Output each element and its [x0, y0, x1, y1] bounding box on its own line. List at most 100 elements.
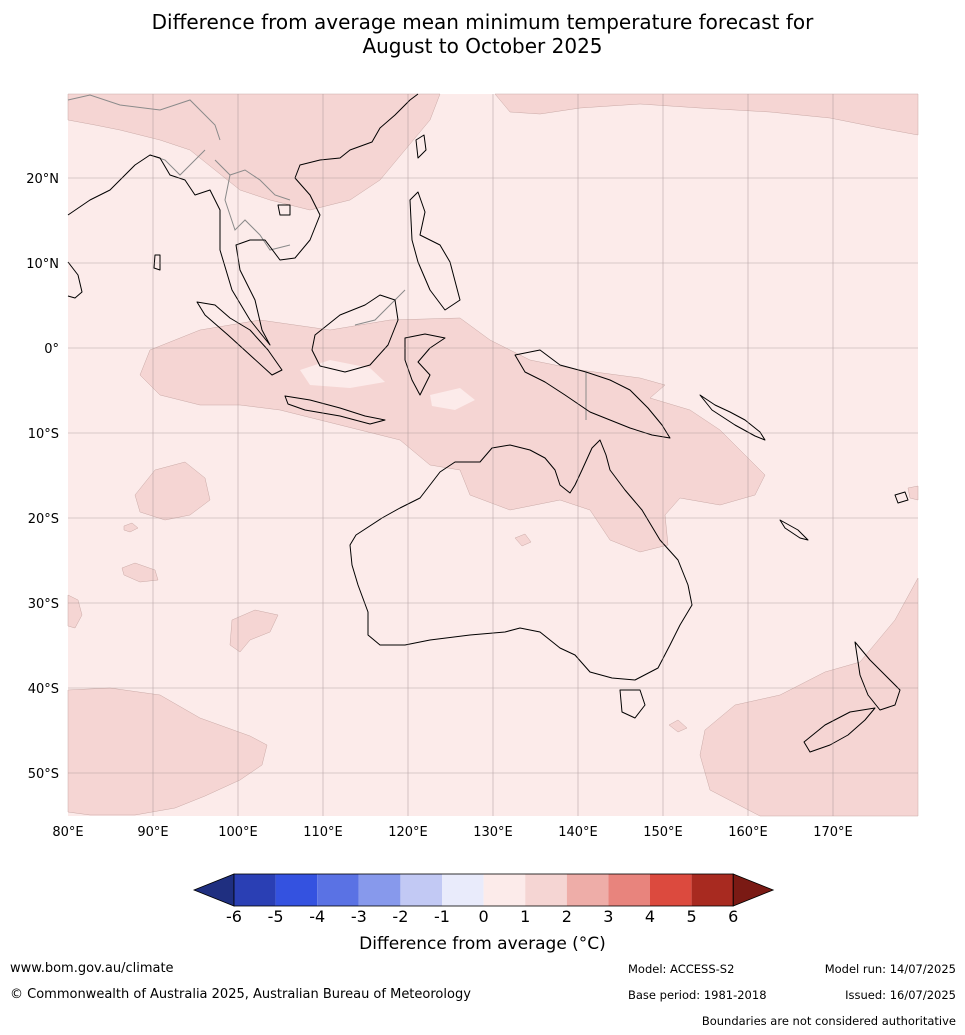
lon-label: 80°E: [52, 825, 83, 840]
colorbar-segment: [358, 874, 401, 906]
colorbar-arrow-high: [732, 873, 775, 907]
lat-label: 20°S: [28, 512, 59, 527]
colorbar-segment: [234, 874, 276, 906]
website-link[interactable]: www.bom.gov.au/climate: [10, 961, 174, 976]
border-indochina-2: [224, 174, 291, 251]
lon-label: 110°E: [303, 825, 343, 840]
lat-label: 30°S: [28, 597, 59, 612]
lon-label: 150°E: [643, 825, 683, 840]
colorbar-tick: 6: [728, 907, 738, 926]
colorbar-tick: 1: [520, 907, 530, 926]
anomaly-region-asia-mainland: [67, 93, 441, 211]
colorbar-tick-labels: -6 -5 -4 -3 -2 -1 0 1 2 3 4 5 6: [226, 907, 738, 926]
near-average-hole-banda-sea: [430, 388, 475, 410]
coast-sulawesi: [404, 333, 446, 396]
coast-hainan: [277, 204, 291, 216]
colorbar-tick: 0: [479, 907, 489, 926]
border-indochina-1: [214, 159, 291, 201]
colorbar-segment: [566, 874, 609, 906]
coast-sri-lanka: [153, 254, 161, 271]
coast-tasmania: [619, 689, 646, 719]
map-title: Difference from average mean minimum tem…: [0, 10, 965, 58]
colorbar-tick: -4: [309, 907, 325, 926]
colorbar-tick: -2: [392, 907, 408, 926]
anomaly-region-north-pacific: [494, 93, 919, 136]
colorbar-tick: 4: [645, 907, 655, 926]
colorbar-segment: [400, 874, 442, 906]
anomaly-region-new-zealand: [699, 577, 919, 817]
longitude-labels: 80°E 90°E 100°E 110°E 120°E 130°E 140°E 150°E 16…: [52, 825, 852, 840]
anomaly-region-indian-ocean-2: [123, 522, 139, 533]
coast-new-zealand-south: [803, 707, 876, 753]
country-borders: [67, 94, 587, 420]
lat-label: 20°N: [26, 172, 59, 187]
disclaimer-text: Boundaries are not considered authoritat…: [701, 1014, 956, 1028]
colorbar-segment: [608, 874, 650, 906]
lat-label: 10°S: [28, 427, 59, 442]
base-period-info: Base period: 1981-2018: [628, 988, 767, 1002]
colorbar-segment: [483, 874, 526, 906]
colorbar-segment: [525, 874, 567, 906]
lon-label: 160°E: [728, 825, 768, 840]
lon-label: 140°E: [558, 825, 598, 840]
model-info: Model: ACCESS-S2: [628, 962, 735, 976]
colorbar-tick: -5: [268, 907, 284, 926]
anomaly-region-indian-ocean-1: [134, 461, 211, 521]
border-himalaya: [67, 94, 221, 141]
coast-borneo: [311, 294, 399, 373]
lat-label: 0°: [44, 342, 59, 357]
colorbar-segment: [442, 874, 484, 906]
colorbar-outline: [233, 873, 734, 907]
colorbar-segment: [691, 874, 734, 906]
coast-india-west-edge: [67, 261, 83, 299]
coast-sumatra: [196, 301, 283, 376]
anomaly-region-indian-ocean-3: [121, 562, 159, 583]
colorbar-segment: [650, 874, 692, 906]
coast-new-zealand-north: [854, 641, 901, 711]
title-line-2: August to October 2025: [362, 34, 603, 58]
colorbar-tick: 2: [562, 907, 572, 926]
coastlines: [67, 93, 909, 753]
lon-label: 90°E: [137, 825, 168, 840]
lon-label: 170°E: [813, 825, 853, 840]
copyright-text: © Commonwealth of Australia 2025, Austra…: [10, 987, 471, 1002]
colorbar-segment: [275, 874, 318, 906]
colorbar-tick: -6: [226, 907, 242, 926]
coast-java: [284, 395, 386, 425]
model-run-info: Model run: 14/07/2025: [824, 962, 956, 976]
coast-asia-mainland: [67, 93, 419, 346]
colorbar-tick: 3: [603, 907, 613, 926]
anomaly-region-southern-ocean-west: [67, 687, 268, 816]
warm-anomaly-areas: [67, 93, 919, 817]
colorbar-tick: 5: [687, 907, 697, 926]
coast-fiji: [894, 491, 909, 504]
issued-info: Issued: 16/07/2025: [845, 988, 956, 1002]
lon-label: 100°E: [218, 825, 258, 840]
coast-new-caledonia: [779, 519, 809, 541]
colorbar-tick: -1: [434, 907, 450, 926]
coast-taiwan: [415, 134, 427, 159]
graticule: [68, 94, 918, 816]
lon-label: 130°E: [473, 825, 513, 840]
latitude-labels: 20°N 10°N 0° 10°S 20°S 30°S 40°S 50°S: [26, 172, 59, 782]
colorbar-segment: [317, 874, 359, 906]
title-line-1: Difference from average mean minimum tem…: [151, 10, 814, 34]
lat-label: 50°S: [28, 767, 59, 782]
anomaly-region-coral-sea-small: [514, 533, 532, 547]
anomaly-region-indonesia: [139, 317, 766, 553]
anomaly-region-east-edge: [907, 485, 919, 501]
colorbar-arrow-low: [192, 873, 235, 907]
coast-australia: [349, 439, 693, 681]
lat-label: 10°N: [26, 257, 59, 272]
border-borneo: [354, 289, 406, 326]
lon-label: 120°E: [388, 825, 428, 840]
coast-philippines: [409, 191, 461, 311]
coast-solomon-islands: [699, 394, 766, 441]
colorbar-label: Difference from average (°C): [359, 934, 606, 954]
colorbar-tick: -3: [351, 907, 367, 926]
anomaly-region-south-indian: [229, 609, 279, 653]
lat-label: 40°S: [28, 682, 59, 697]
coast-new-guinea: [514, 349, 671, 439]
anomaly-region-tasman-small: [668, 719, 688, 733]
